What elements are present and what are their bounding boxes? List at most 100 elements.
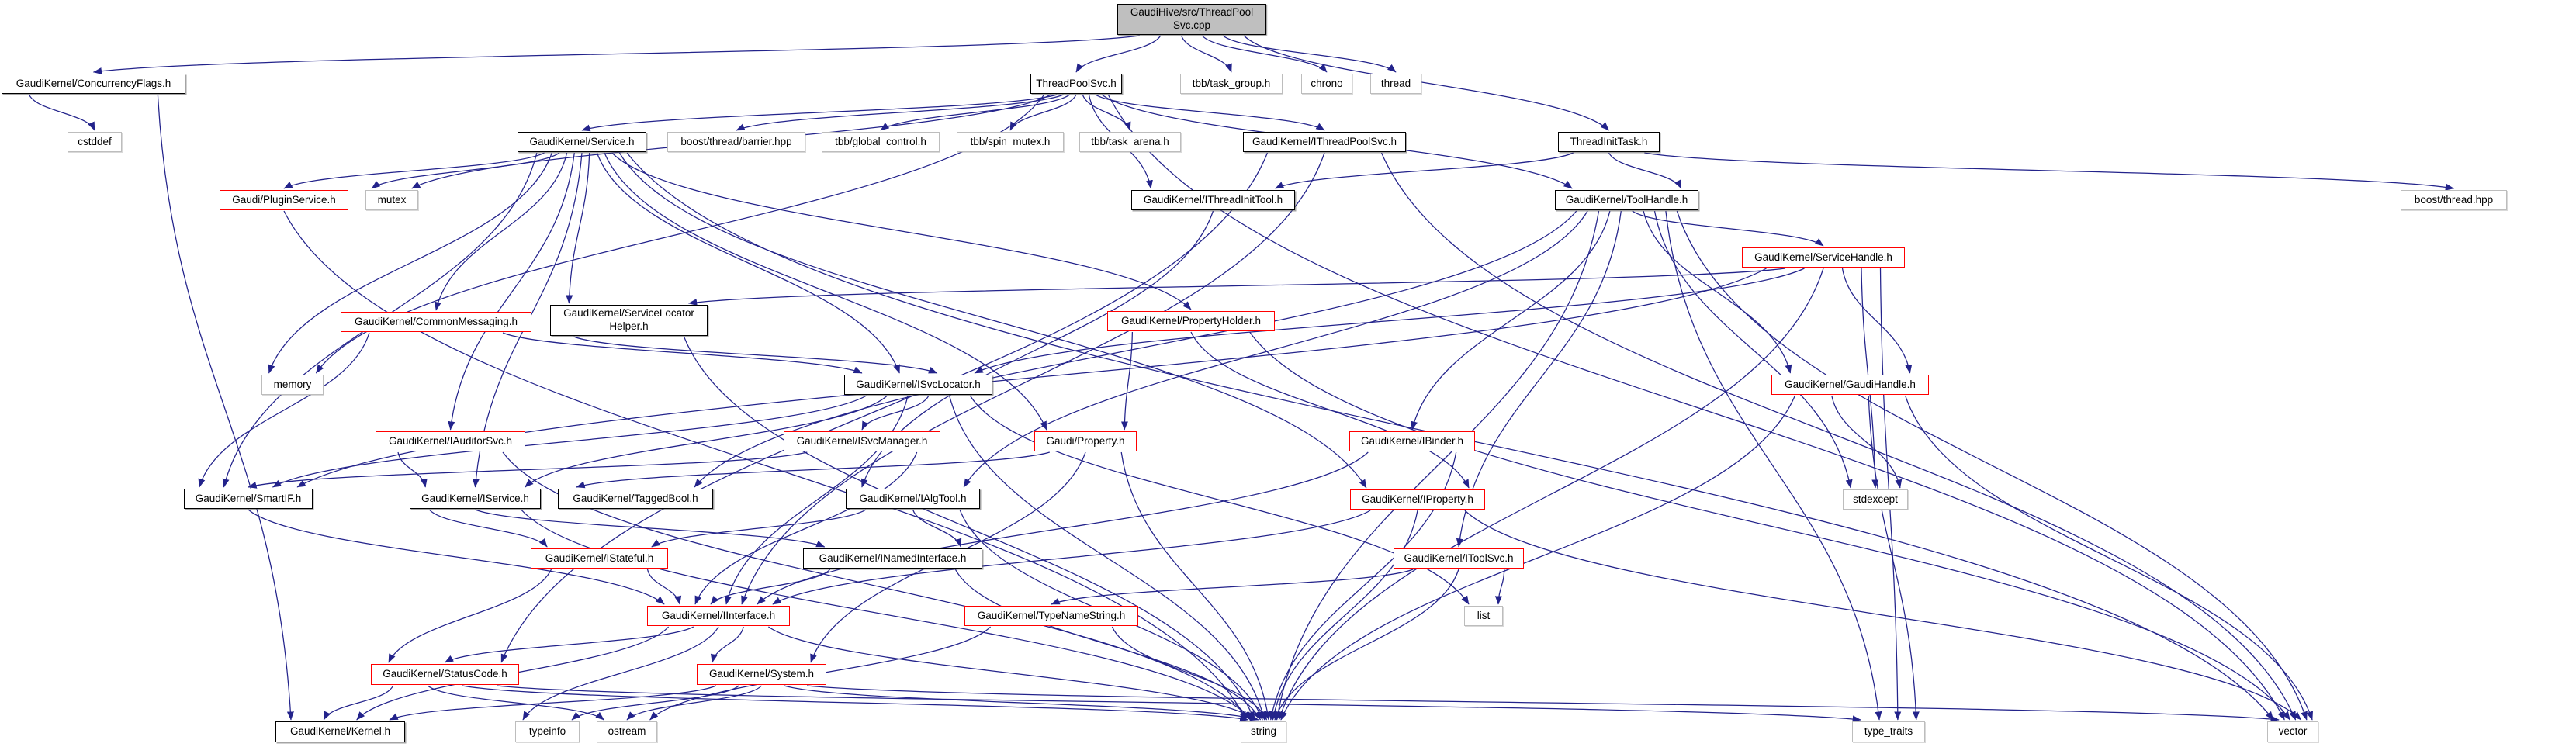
node-label: type_traits — [1864, 725, 1913, 738]
node-label: stdexcept — [1853, 493, 1898, 505]
node-threadpoolsvc_h[interactable]: ThreadPoolSvc.h — [1030, 74, 1122, 94]
node-iinterface[interactable]: GaudiKernel/IInterface.h — [647, 606, 790, 626]
edge-threadinittask-ithreadinittool — [1275, 152, 1574, 189]
node-mutex: mutex — [365, 190, 418, 210]
node-label: mutex — [377, 193, 407, 206]
node-iauditorsvc[interactable]: GaudiKernel/IAuditorSvc.h — [376, 431, 525, 451]
edge-toolhandle-gaudihandle — [1643, 210, 1792, 374]
edge-iproperty-vector — [1464, 510, 2302, 721]
node-system[interactable]: GaudiKernel/System.h — [697, 664, 826, 685]
node-boost_thread: boost/thread.hpp — [2401, 190, 2507, 210]
node-typenamestring[interactable]: GaudiKernel/TypeNameString.h — [964, 606, 1138, 626]
node-slhelper[interactable]: GaudiKernel/ServiceLocator Helper.h — [550, 305, 708, 336]
node-property[interactable]: Gaudi/Property.h — [1034, 431, 1137, 451]
edge-isvclocator-iinterface — [725, 395, 909, 605]
node-smartif[interactable]: GaudiKernel/SmartIF.h — [184, 489, 313, 509]
edge-propertyholder-vector — [1249, 331, 2290, 721]
edge-service_h-memory — [268, 152, 552, 374]
node-label: GaudiKernel/IService.h — [421, 492, 529, 504]
edge-ialgtool-inamedinterface — [912, 509, 962, 548]
edge-threadinittask-boost_thread — [1644, 152, 2455, 191]
node-concurrencyflags[interactable]: GaudiKernel/ConcurrencyFlags.h — [2, 74, 185, 94]
edge-service_h-propertyholder — [611, 152, 1192, 310]
node-servicehandle[interactable]: GaudiKernel/ServiceHandle.h — [1742, 247, 1905, 268]
node-ithreadinittool[interactable]: GaudiKernel/IThreadInitTool.h — [1131, 190, 1295, 210]
node-label: GaudiKernel/Kernel.h — [289, 725, 391, 738]
edge-main-concurrencyflags — [92, 35, 1140, 75]
edge-statuscode-ostream — [427, 685, 604, 721]
node-gaudihandle[interactable]: GaudiKernel/GaudiHandle.h — [1771, 375, 1929, 395]
edge-servicehandle-string — [1278, 268, 1824, 721]
node-label: thread — [1380, 77, 1411, 89]
node-itoolsvc[interactable]: GaudiKernel/IToolSvc.h — [1394, 548, 1524, 569]
edge-system-vector — [806, 685, 2280, 723]
edge-iauditorsvc-iservice — [397, 451, 428, 488]
edge-inamedinterface-iinterface — [710, 569, 831, 605]
edge-service_h-iproperty — [618, 152, 1367, 489]
node-propertyholder[interactable]: GaudiKernel/PropertyHolder.h — [1107, 311, 1275, 331]
node-threadinittask[interactable]: ThreadInitTask.h — [1558, 132, 1660, 152]
node-isvclocator[interactable]: GaudiKernel/ISvcLocator.h — [844, 375, 992, 395]
edge-ibinder-iinterface — [757, 451, 1369, 605]
node-istateful[interactable]: GaudiKernel/IStateful.h — [531, 548, 668, 569]
edge-threadinittask-toolhandle — [1608, 152, 1682, 189]
edge-main-chrono — [1201, 35, 1328, 73]
node-toolhandle[interactable]: GaudiKernel/ToolHandle.h — [1555, 190, 1698, 210]
node-label: GaudiKernel/IBinder.h — [1360, 434, 1464, 447]
node-label: cstddef — [78, 135, 112, 147]
edge-isvclocator-isvcmanager — [861, 395, 930, 431]
node-label: GaudiKernel/INamedInterface.h — [819, 552, 967, 564]
node-iservice[interactable]: GaudiKernel/IService.h — [410, 489, 541, 509]
node-barrier: boost/thread/barrier.hpp — [667, 132, 805, 152]
node-label: GaudiKernel/CommonMessaging.h — [354, 315, 518, 327]
node-label: Gaudi/PluginService.h — [232, 193, 336, 206]
node-memory: memory — [261, 375, 324, 395]
node-label: GaudiKernel/ToolHandle.h — [1565, 193, 1688, 206]
edge-service_h-property — [604, 152, 1047, 431]
edge-threadpoolsvc_h-ithreadpoolsvc — [1095, 94, 1325, 131]
edge-toolhandle-type_traits — [1665, 210, 1882, 721]
edge-iservice-inamedinterface — [475, 509, 826, 548]
edge-statuscode-kernel — [323, 685, 394, 721]
node-commonmessaging[interactable]: GaudiKernel/CommonMessaging.h — [341, 312, 531, 332]
edge-isvcmanager-iinterface — [694, 451, 918, 605]
edge-ithreadpoolsvc-vector — [1380, 152, 2297, 721]
node-label: GaudiKernel/System.h — [708, 668, 815, 680]
node-ibinder[interactable]: GaudiKernel/IBinder.h — [1349, 431, 1475, 451]
edge-property-taggedbool — [576, 451, 1050, 489]
node-label: boost/thread.hpp — [2414, 193, 2494, 206]
edge-propertyholder-iproperty — [1190, 331, 1470, 489]
edge-property-string — [1120, 451, 1271, 721]
edge-system-typeinfo — [571, 685, 739, 721]
node-isvcmanager[interactable]: GaudiKernel/ISvcManager.h — [784, 431, 940, 451]
node-kernel[interactable]: GaudiKernel/Kernel.h — [275, 721, 405, 742]
node-service_h[interactable]: GaudiKernel/Service.h — [518, 132, 646, 152]
node-pluginservice[interactable]: Gaudi/PluginService.h — [220, 190, 348, 210]
edge-toolhandle-ialgtool — [963, 210, 1588, 488]
node-label: GaudiKernel/IStateful.h — [545, 552, 654, 564]
node-label: ThreadPoolSvc.h — [1036, 77, 1117, 89]
edge-gaudihandle-string — [1280, 395, 1795, 721]
edge-system-ostream — [626, 685, 762, 721]
node-inamedinterface[interactable]: GaudiKernel/INamedInterface.h — [803, 548, 982, 569]
node-statuscode[interactable]: GaudiKernel/StatusCode.h — [371, 664, 519, 685]
node-label: list — [1477, 609, 1491, 621]
node-label: GaudiKernel/GaudiHandle.h — [1785, 378, 1916, 390]
edge-servicehandle-gaudihandle — [1841, 268, 1913, 374]
edge-istateful-iinterface — [646, 569, 682, 605]
edge-toolhandle-stdexcept — [1653, 210, 1853, 489]
node-label: tbb/global_control.h — [835, 135, 926, 147]
edge-toolhandle-servicehandle — [1632, 210, 1824, 247]
node-label: ostream — [608, 725, 646, 738]
node-ialgtool[interactable]: GaudiKernel/IAlgTool.h — [846, 489, 980, 509]
node-label: GaudiKernel/TaggedBool.h — [573, 492, 698, 504]
edge-isvclocator-iservice — [525, 395, 888, 488]
node-ithreadpoolsvc[interactable]: GaudiKernel/IThreadPoolSvc.h — [1243, 132, 1406, 152]
node-iproperty[interactable]: GaudiKernel/IProperty.h — [1350, 489, 1485, 510]
edge-service_h-pluginservice — [283, 152, 545, 189]
node-label: GaudiHive/src/ThreadPool Svc.cpp — [1130, 6, 1254, 31]
node-label: ThreadInitTask.h — [1570, 135, 1648, 147]
node-ostream: ostream — [597, 721, 657, 742]
node-label: string — [1250, 725, 1276, 738]
node-taggedbool[interactable]: GaudiKernel/TaggedBool.h — [558, 489, 713, 509]
